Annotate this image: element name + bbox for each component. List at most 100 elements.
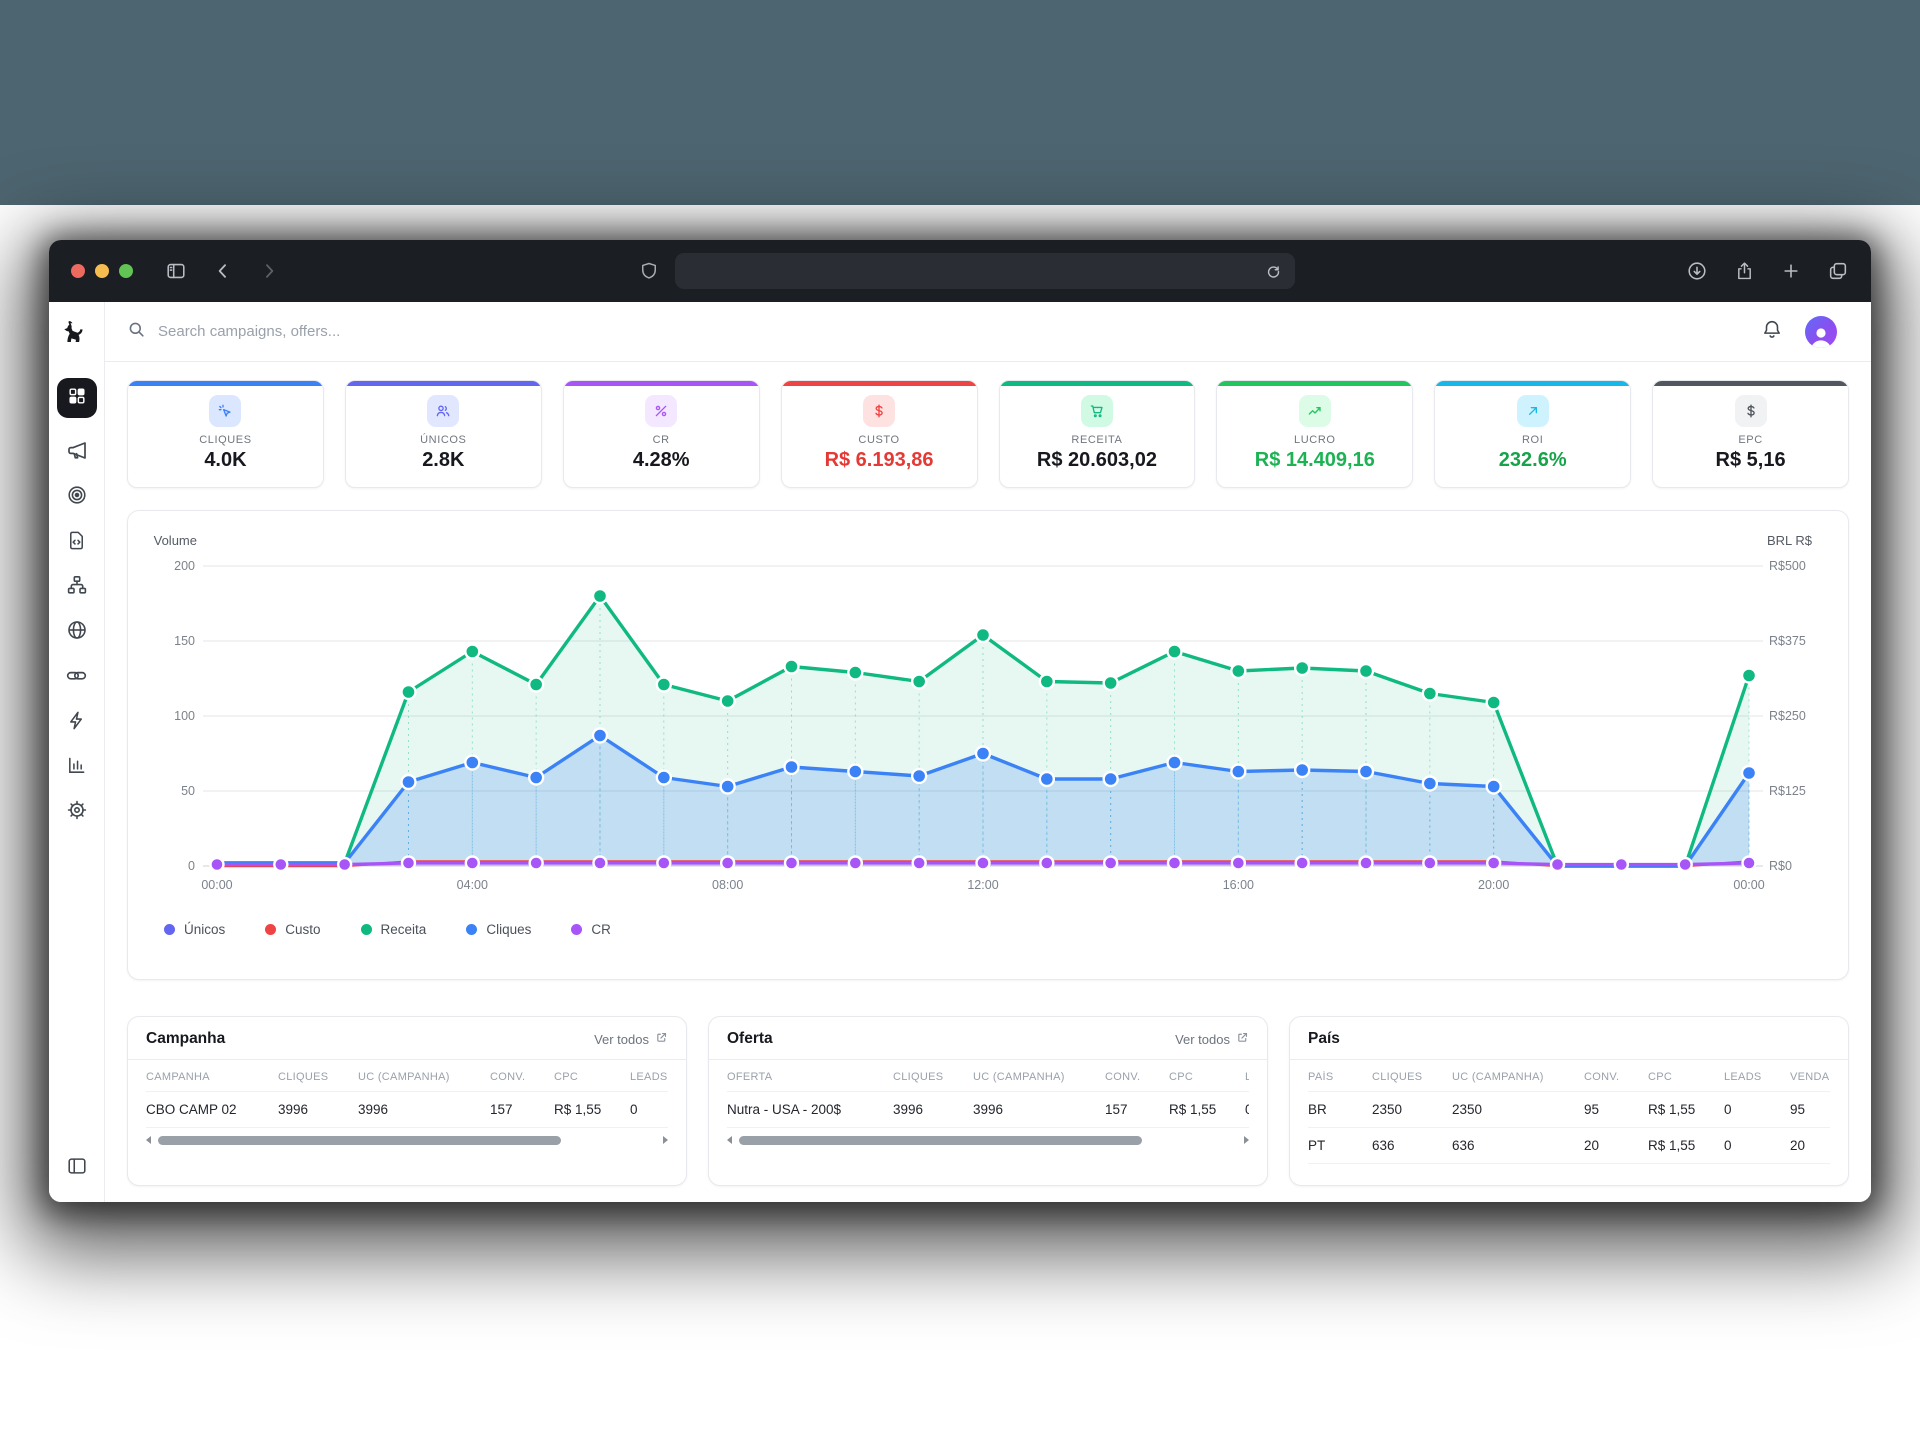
dollar-icon <box>863 395 896 427</box>
x-axis-tick: 08:00 <box>712 878 744 892</box>
sidebar-item-dashboard[interactable] <box>56 378 97 418</box>
scroll-right-arrow[interactable] <box>663 1136 668 1144</box>
sidebar-item-landing-pages[interactable] <box>65 528 89 552</box>
legend-label: CR <box>591 922 611 937</box>
x-axis-tick: 00:00 <box>1733 878 1765 892</box>
tabs-overview-icon[interactable] <box>1827 260 1849 282</box>
legend-item-cliques[interactable]: Cliques <box>466 922 531 937</box>
sidebar-collapse-button[interactable] <box>65 1154 89 1178</box>
x-axis-tick: 00:00 <box>201 878 233 892</box>
sidebar-item-settings[interactable] <box>65 798 89 822</box>
sidebar-item-offers[interactable] <box>65 483 89 507</box>
scroll-left-arrow[interactable] <box>727 1136 732 1144</box>
table-cell: 157 <box>490 1102 513 1117</box>
reload-icon[interactable] <box>1265 263 1282 280</box>
table-cell: PT <box>1308 1138 1326 1153</box>
dog-logo[interactable] <box>60 318 94 352</box>
ver-todos-label: Ver todos <box>1175 1031 1230 1047</box>
ver-todos-link[interactable]: Ver todos <box>594 1031 668 1047</box>
legend-item-custo[interactable]: Custo <box>265 922 321 937</box>
column-header: CONV. <box>490 1071 526 1083</box>
table-cell: 3996 <box>358 1102 389 1117</box>
column-header: CONV. <box>1105 1071 1141 1083</box>
browser-sidebar-toggle-icon[interactable] <box>165 260 187 282</box>
maximize-window-button[interactable] <box>119 264 133 278</box>
link-icon <box>65 664 88 687</box>
column-header: LEADS <box>1245 1071 1249 1083</box>
scrollbar-track[interactable] <box>739 1135 1237 1145</box>
downloads-icon[interactable] <box>1686 260 1708 282</box>
table-body: CAMPANHA CLIQUES UC (CAMPANHA) CONV. CPC LEAD… <box>128 1060 686 1145</box>
column-header: VENDAS <box>1790 1071 1830 1083</box>
table-cell: 95 <box>1584 1102 1600 1117</box>
forward-icon[interactable] <box>259 261 279 281</box>
column-header: CPC <box>1169 1071 1194 1083</box>
close-window-button[interactable] <box>71 264 85 278</box>
dollar-icon <box>1734 395 1767 427</box>
legend-item-cr[interactable]: CR <box>571 922 611 937</box>
sidebar-item-domains[interactable] <box>65 618 89 642</box>
sidebar-item-automations[interactable] <box>65 708 89 732</box>
kpi-label: LUCRO <box>1294 434 1336 446</box>
address-bar[interactable] <box>674 253 1295 289</box>
search-icon <box>127 320 146 344</box>
share-icon[interactable] <box>1734 260 1755 282</box>
sidebar-item-reports[interactable] <box>65 753 89 777</box>
column-header: CPC <box>1648 1071 1673 1083</box>
x-axis-tick: 12:00 <box>967 878 999 892</box>
hierarchy-icon <box>66 574 88 596</box>
table-cell: 3996 <box>973 1102 1004 1117</box>
legend-item-receita[interactable]: Receita <box>360 922 426 937</box>
table-body: PAÍS CLIQUES UC (CAMPANHA) CONV. CPC LEADS VEN… <box>1290 1060 1848 1164</box>
sidebar-item-funnels[interactable] <box>65 573 89 597</box>
avatar[interactable] <box>1805 315 1837 348</box>
browser-chrome <box>49 240 1871 302</box>
dashboard-content: CLIQUES 4.0K ÚNICOS 2.8K CR 4.28% CUSTO R$ 6.19… <box>105 362 1871 1186</box>
legend-item-únicos[interactable]: Únicos <box>164 922 225 937</box>
table-card-header: Campanha Ver todos <box>128 1017 686 1060</box>
table-cell: Nutra - USA - 200$ <box>727 1102 842 1117</box>
column-header: CLIQUES <box>1372 1071 1423 1083</box>
scrollbar-thumb[interactable] <box>739 1135 1143 1145</box>
kpi-accent-bar <box>128 381 323 386</box>
scroll-left-arrow[interactable] <box>146 1136 151 1144</box>
sidebar-item-links[interactable] <box>65 663 89 687</box>
topbar <box>105 302 1871 362</box>
legend-dot <box>164 924 175 935</box>
right-axis-title: BRL R$ <box>1767 533 1813 548</box>
kpi-card-cr: CR 4.28% <box>562 380 760 488</box>
external-link-icon <box>1236 1031 1249 1047</box>
new-tab-icon[interactable] <box>1781 261 1801 281</box>
trend-up-icon <box>1298 395 1331 427</box>
x-axis-tick: 20:00 <box>1478 878 1510 892</box>
chart-card: Volume 200 150 100 50 0 BRL R$ R$500 R$375 R$2… <box>127 510 1849 980</box>
kpi-value: R$ 20.603,02 <box>1036 449 1157 471</box>
legend-dot <box>360 924 372 935</box>
scrollbar-thumb[interactable] <box>158 1135 562 1145</box>
shield-icon[interactable] <box>639 260 659 282</box>
bell-icon[interactable] <box>1761 318 1783 345</box>
sidebar-item-campaigns[interactable] <box>65 438 89 462</box>
search-input[interactable] <box>158 323 638 340</box>
right-axis-tick: R$375 <box>1769 634 1806 648</box>
ver-todos-link[interactable]: Ver todos <box>1175 1031 1249 1047</box>
kpi-card-custo: CUSTO R$ 6.193,86 <box>780 380 978 488</box>
left-axis-tick: 100 <box>174 709 195 723</box>
right-axis-tick: R$500 <box>1769 559 1806 573</box>
users-icon <box>427 395 460 427</box>
kpi-label: CLIQUES <box>199 434 252 446</box>
back-icon[interactable] <box>213 261 233 281</box>
column-header: LEADS <box>1724 1071 1762 1083</box>
file-code-icon <box>66 530 87 551</box>
table-card-header: País <box>1290 1017 1848 1060</box>
minimize-window-button[interactable] <box>95 264 109 278</box>
scrollbar-track[interactable] <box>158 1135 656 1145</box>
kpi-value: 4.28% <box>632 449 690 471</box>
scroll-right-arrow[interactable] <box>1244 1136 1249 1144</box>
megaphone-icon <box>66 439 88 461</box>
window-controls <box>71 264 133 278</box>
